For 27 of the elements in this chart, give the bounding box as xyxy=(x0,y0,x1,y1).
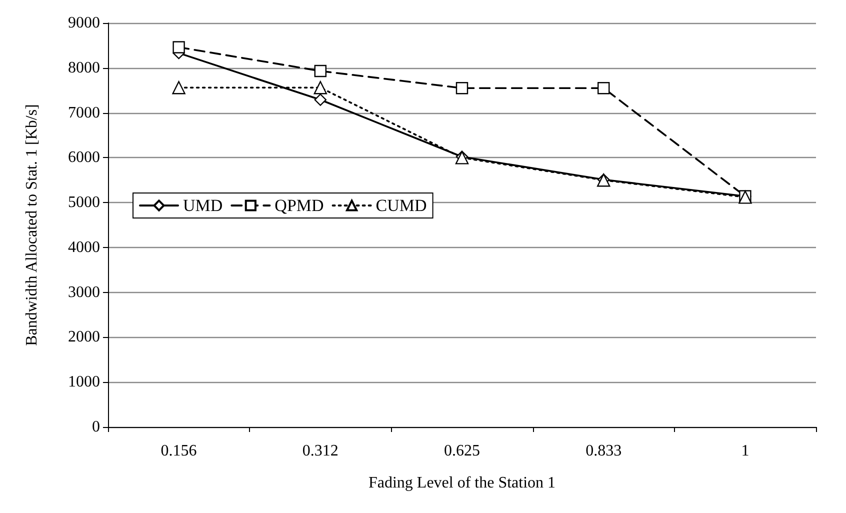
y-tick-label: 7000 xyxy=(68,104,100,122)
y-tick-label: 8000 xyxy=(68,59,100,76)
x-tick-label: 0.312 xyxy=(302,442,338,460)
x-tick-label: 0.833 xyxy=(586,442,622,460)
point xyxy=(172,41,185,54)
x-tick-label: 0.156 xyxy=(160,442,197,460)
point xyxy=(456,82,468,94)
y-tick-label: 3000 xyxy=(68,284,100,301)
point xyxy=(314,64,326,78)
y-tick-label: 9000 xyxy=(68,14,100,32)
y-tick-label: 6000 xyxy=(68,149,100,166)
y-axis-title: Bandwidth Allocated to Stat. 1 [Kb/s] xyxy=(24,104,40,346)
y-tick-label: 5000 xyxy=(68,194,100,212)
x-tick-label: 0.625 xyxy=(444,442,480,460)
point xyxy=(314,81,327,94)
y-tick-label: 1000 xyxy=(68,374,100,391)
point xyxy=(172,81,186,94)
y-tick-label: 2000 xyxy=(68,328,100,346)
point xyxy=(314,94,326,106)
legend-label: CUMD xyxy=(376,196,427,215)
point xyxy=(598,82,610,94)
legend-label: QPMD xyxy=(274,196,324,215)
x-axis-title: Fading Level of the Station 1 xyxy=(368,474,556,492)
y-tick-label: 4000 xyxy=(68,238,100,256)
legend-label: UMD xyxy=(183,196,223,215)
y-tick-label: 0 xyxy=(92,418,100,436)
x-tick-label: 1 xyxy=(741,442,750,460)
